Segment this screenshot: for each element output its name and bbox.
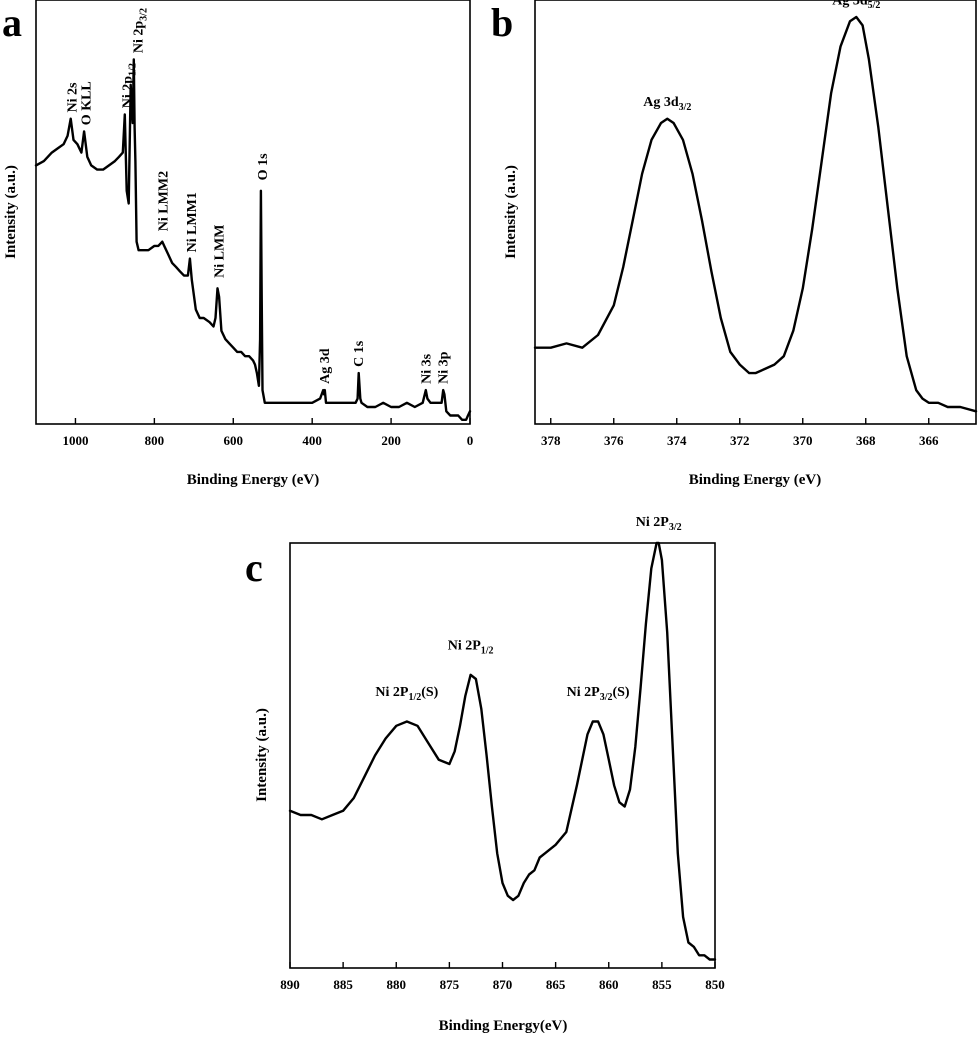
panel-a-x-tick-label: 1000: [62, 433, 88, 448]
panel-a-x-tick-label: 0: [467, 433, 474, 448]
panel-c-x-tick-label: 855: [652, 977, 672, 992]
panel-b-x-tick-label: 368: [856, 433, 876, 448]
panel-a-survey-spectrum: a Intensity (a.u.) Binding Energy (eV) 1…: [2, 0, 473, 488]
panel-a-peak-label: O KLL: [79, 81, 94, 125]
panel-b-x-axis-title: Binding Energy (eV): [689, 472, 822, 488]
panel-c-curve-group: [288, 541, 717, 961]
panel-c-ni2p-spectrum: c Intensity (a.u.) Binding Energy(eV) 89…: [245, 515, 725, 1034]
panel-c-x-tick-label: 875: [440, 977, 460, 992]
panel-c-peak-label: Ni 2P1/2(S): [375, 685, 438, 703]
panel-b-curve-group: [533, 15, 978, 413]
panel-c-x-tick-label: 865: [546, 977, 566, 992]
panel-a-peak-label: C 1s: [352, 340, 367, 367]
panel-c-x-ticks: 890 885 880 875 870 865 860 855 850: [280, 962, 725, 992]
panel-a-peak-label: Ni 3p: [436, 351, 451, 384]
panel-c-peak-label: Ni 2P3/2(S): [567, 685, 630, 703]
panel-a-peak-label: Ni 3s: [419, 353, 434, 384]
panel-a-peak-label: Ni 2p3/2: [131, 8, 149, 53]
panel-a-x-axis-title: Binding Energy (eV): [187, 472, 320, 488]
panel-a-peak-label: Ni 2p1/2: [121, 63, 139, 108]
panel-a-curve-group: [34, 58, 472, 421]
panel-c-x-tick-label: 870: [493, 977, 513, 992]
panel-b-x-ticks: 378 376 374 372 370 368 366: [541, 418, 939, 448]
panel-c-y-axis-title: Intensity (a.u.): [254, 708, 270, 802]
panel-b-x-tick-label: 374: [667, 433, 687, 448]
panel-a-peak-label: Ni LMM1: [185, 192, 200, 252]
panel-b-ag3d-spectrum: b Intensity (a.u.) Binding Energy (eV) 3…: [491, 0, 978, 488]
panel-c-x-axis-title: Binding Energy(eV): [439, 1018, 568, 1034]
panel-c-x-tick-label: 880: [387, 977, 407, 992]
panel-a-y-axis-title: Intensity (a.u.): [3, 165, 19, 259]
panel-a-peak-labels: Ni 2sO KLL Ni 2p1/2 Ni 2p3/2 Ni LMM2 Ni LMM1…: [66, 8, 452, 384]
panel-a-letter: a: [2, 0, 22, 45]
panel-b-peak-label: Ag 3d5/2: [832, 0, 880, 11]
panel-c-spectrum-line: [288, 541, 717, 961]
panel-b-x-tick-label: 372: [730, 433, 750, 448]
panel-a-peak-label: O 1s: [256, 153, 271, 180]
panel-a-peak-label: Ni LMM2: [156, 171, 171, 231]
panel-b-y-axis-title: Intensity (a.u.): [503, 165, 519, 259]
panel-a-x-tick-label: 800: [145, 433, 165, 448]
panel-a-peak-label: Ag 3d: [318, 348, 333, 384]
panel-c-x-tick-label: 860: [599, 977, 619, 992]
panel-b-peak-label: Ag 3d3/2: [643, 95, 691, 113]
panel-c-x-tick-label: 850: [705, 977, 725, 992]
panel-b-spectrum-line: [533, 15, 978, 413]
panel-a-x-tick-label: 600: [224, 433, 244, 448]
panel-a-plot-frame: [35, 0, 471, 425]
panel-c-peak-label: Ni 2P3/2: [636, 515, 682, 533]
panel-b-x-tick-label: 376: [604, 433, 624, 448]
panel-c-letter: c: [245, 545, 263, 590]
panel-a-peak-label: Ni 2s: [66, 82, 81, 113]
panel-b-x-tick-label: 370: [793, 433, 813, 448]
panel-b-letter: b: [491, 0, 513, 45]
panel-c-plot-frame: [289, 542, 716, 969]
panel-c-peak-labels: Ni 2P1/2(S) Ni 2P1/2 Ni 2P3/2(S) Ni 2P3/2: [375, 515, 681, 703]
panel-c-peak-label: Ni 2P1/2: [448, 638, 494, 656]
panel-a-spectrum-line: [34, 58, 472, 421]
panel-a-x-tick-label: 200: [381, 433, 401, 448]
panel-b-peak-labels: Ag 3d3/2 Ag 3d5/2: [643, 0, 880, 113]
panel-a-x-ticks: 1000 800 600 400 200 0: [62, 418, 473, 448]
panel-a-peak-label: Ni LMM: [213, 225, 228, 278]
panel-b-plot-frame: [534, 0, 977, 425]
panel-a-x-tick-label: 400: [302, 433, 322, 448]
panel-c-x-tick-label: 890: [280, 977, 300, 992]
panel-b-x-tick-label: 378: [541, 433, 561, 448]
panel-c-x-tick-label: 885: [333, 977, 353, 992]
panel-b-x-tick-label: 366: [919, 433, 939, 448]
